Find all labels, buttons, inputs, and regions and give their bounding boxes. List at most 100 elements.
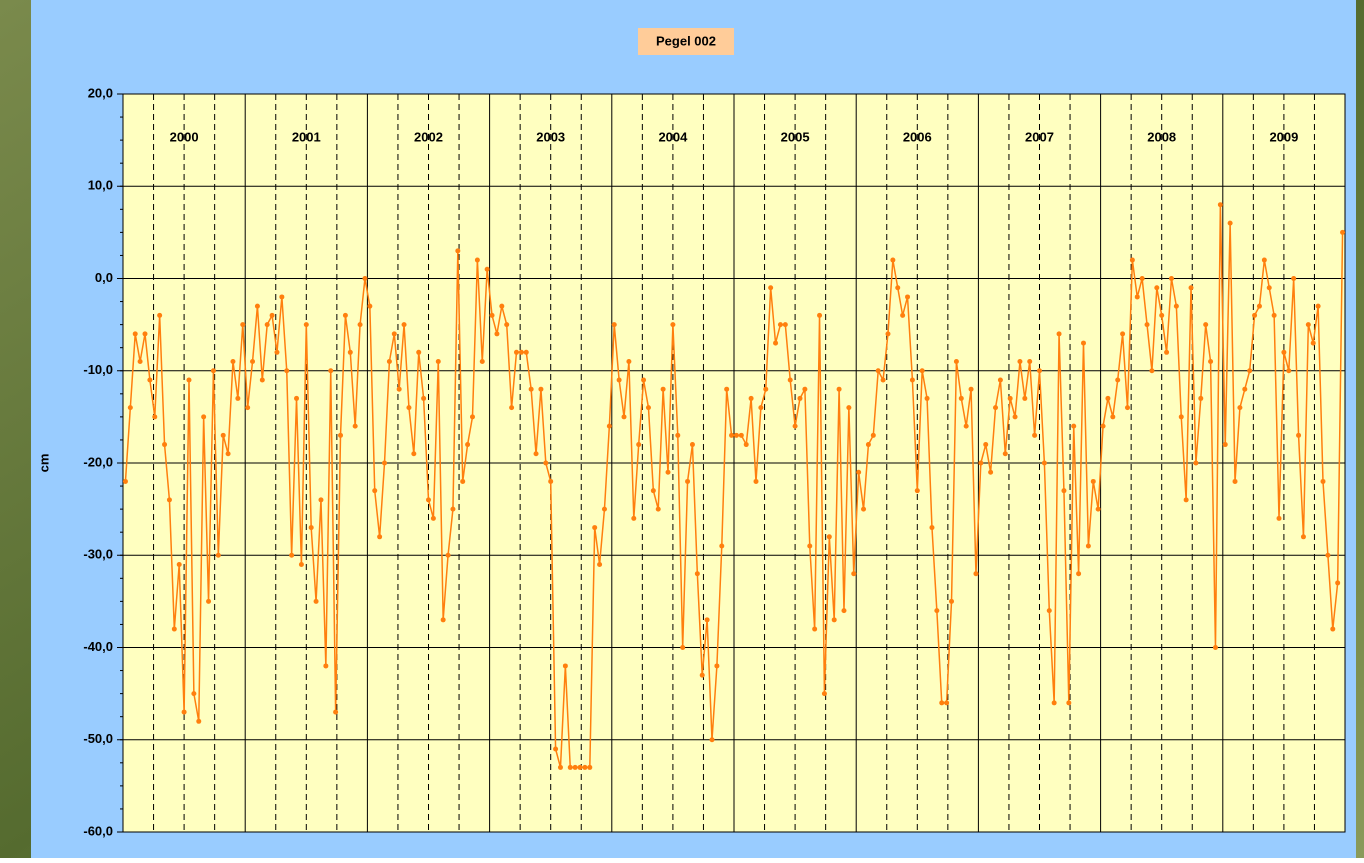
data-point [172,627,177,632]
data-point [851,571,856,576]
x-tick-label: 2003 [536,129,565,144]
data-point [837,387,842,392]
data-point [1081,341,1086,346]
data-point [1316,304,1321,309]
data-point [133,331,138,336]
data-point [734,433,739,438]
data-point [1198,396,1203,401]
data-point [1286,368,1291,373]
data-point [802,387,807,392]
data-point [1291,276,1296,281]
data-point [700,673,705,678]
data-point [235,396,240,401]
data-point [954,359,959,364]
data-point [460,479,465,484]
data-point [270,313,275,318]
data-point [1013,414,1018,419]
data-point [265,322,270,327]
data-point [1272,313,1277,318]
x-tick-label: 2002 [414,129,443,144]
page: Pegel 002 cm -60,0-50,0-40,0-30,0-20,0-1… [0,0,1364,858]
x-tick-label: 2007 [1025,129,1054,144]
data-point [402,322,407,327]
data-point [1154,285,1159,290]
data-point [123,479,128,484]
data-point [724,387,729,392]
data-point [485,267,490,272]
data-point [436,359,441,364]
data-point [719,544,724,549]
data-point [421,396,426,401]
data-point [783,322,788,327]
data-point [797,396,802,401]
data-point [1061,488,1066,493]
data-point [646,405,651,410]
data-point [871,433,876,438]
data-point [944,700,949,705]
x-tick-label: 2000 [170,129,199,144]
data-point [793,424,798,429]
data-point [475,258,480,263]
data-point [1184,497,1189,502]
data-point [524,350,529,355]
data-point [817,313,822,318]
data-point [685,479,690,484]
data-point [666,470,671,475]
data-point [519,350,524,355]
data-point [1091,479,1096,484]
data-point [714,663,719,668]
data-point [226,451,231,456]
data-point [1105,396,1110,401]
data-point [885,331,890,336]
data-point [343,313,348,318]
data-point [729,433,734,438]
data-point [778,322,783,327]
data-point [705,617,710,622]
y-axis-label: cm [36,454,51,473]
data-point [1335,580,1340,585]
data-point [597,562,602,567]
data-point [314,599,319,604]
data-point [1208,359,1213,364]
data-point [182,710,187,715]
data-point [289,553,294,558]
data-point [905,294,910,299]
data-point [260,377,265,382]
data-point [1340,230,1345,235]
data-point [470,414,475,419]
data-point [1052,700,1057,705]
data-point [1174,304,1179,309]
data-point [299,562,304,567]
data-point [934,608,939,613]
data-point [832,617,837,622]
data-point [1325,553,1330,558]
y-tick-label: -50,0 [83,731,113,746]
data-point [1032,433,1037,438]
data-point [768,285,773,290]
data-point [1008,396,1013,401]
data-point [538,387,543,392]
data-point [1101,424,1106,429]
data-point [822,691,827,696]
data-point [206,599,211,604]
data-point [191,691,196,696]
data-point [656,507,661,512]
data-point [494,331,499,336]
y-tick-label: -60,0 [83,823,113,838]
data-point [739,433,744,438]
data-point [328,368,333,373]
data-point [167,497,172,502]
data-point [920,368,925,373]
data-point [142,331,147,336]
x-tick-label: 2001 [292,129,321,144]
data-point [1149,368,1154,373]
data-point [553,746,558,751]
data-point [1247,368,1252,373]
data-point [1193,461,1198,466]
data-point [680,645,685,650]
data-point [876,368,881,373]
data-point [450,507,455,512]
data-point [973,571,978,576]
y-tick-label: 0,0 [95,270,113,285]
data-point [758,405,763,410]
